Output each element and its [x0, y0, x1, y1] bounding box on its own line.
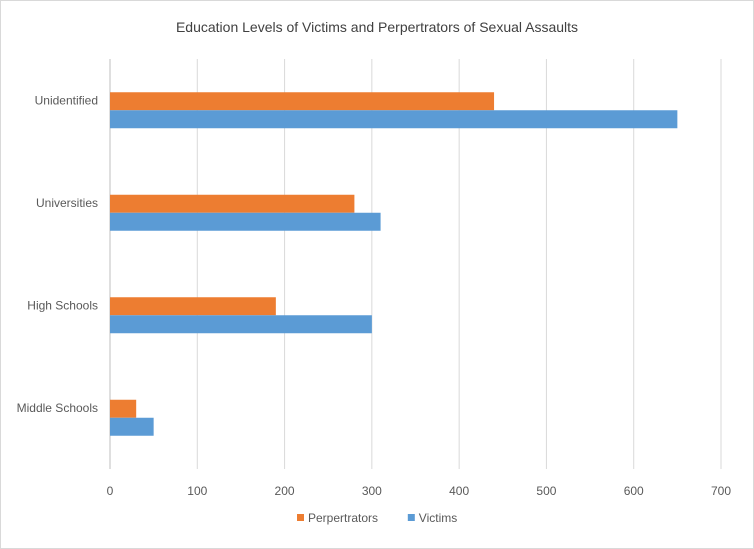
category-label: Middle Schools: [17, 401, 98, 415]
x-tick-label: 100: [187, 484, 207, 498]
category-label: Universities: [36, 196, 98, 210]
bars: [110, 92, 678, 436]
x-tick-label: 400: [449, 484, 469, 498]
bar-victims-high-schools: [110, 315, 372, 334]
legend: Perpertrators Victims: [297, 511, 457, 525]
legend-label: Victims: [419, 511, 457, 525]
category-label: Unidentified: [35, 93, 98, 107]
legend-swatch-perpertrators: [297, 514, 304, 521]
category-label: High Schools: [27, 298, 98, 312]
x-tick-label: 600: [624, 484, 644, 498]
bar-victims-universities: [110, 212, 381, 231]
x-tick-label: 700: [711, 484, 731, 498]
chart-title: Education Levels of Victims and Perpertr…: [176, 19, 578, 35]
x-tick-label: 0: [107, 484, 114, 498]
legend-label: Perpertrators: [308, 511, 378, 525]
category-labels: Unidentified Universities High Schools Midd…: [17, 93, 98, 415]
x-axis-ticks: 0 100 200 300 400 500 600 700: [107, 484, 732, 498]
bar-victims-unidentified: [110, 110, 678, 129]
legend-swatch-victims: [407, 514, 415, 521]
x-tick-label: 200: [275, 484, 295, 498]
bar-perpertrators-universities: [110, 194, 355, 213]
x-tick-label: 300: [362, 484, 382, 498]
bar-victims-middle-schools: [110, 417, 154, 436]
bar-perpertrators-unidentified: [110, 92, 495, 111]
bar-perpertrators-middle-schools: [110, 399, 137, 418]
x-tick-label: 500: [536, 484, 556, 498]
bar-perpertrators-high-schools: [110, 297, 276, 316]
